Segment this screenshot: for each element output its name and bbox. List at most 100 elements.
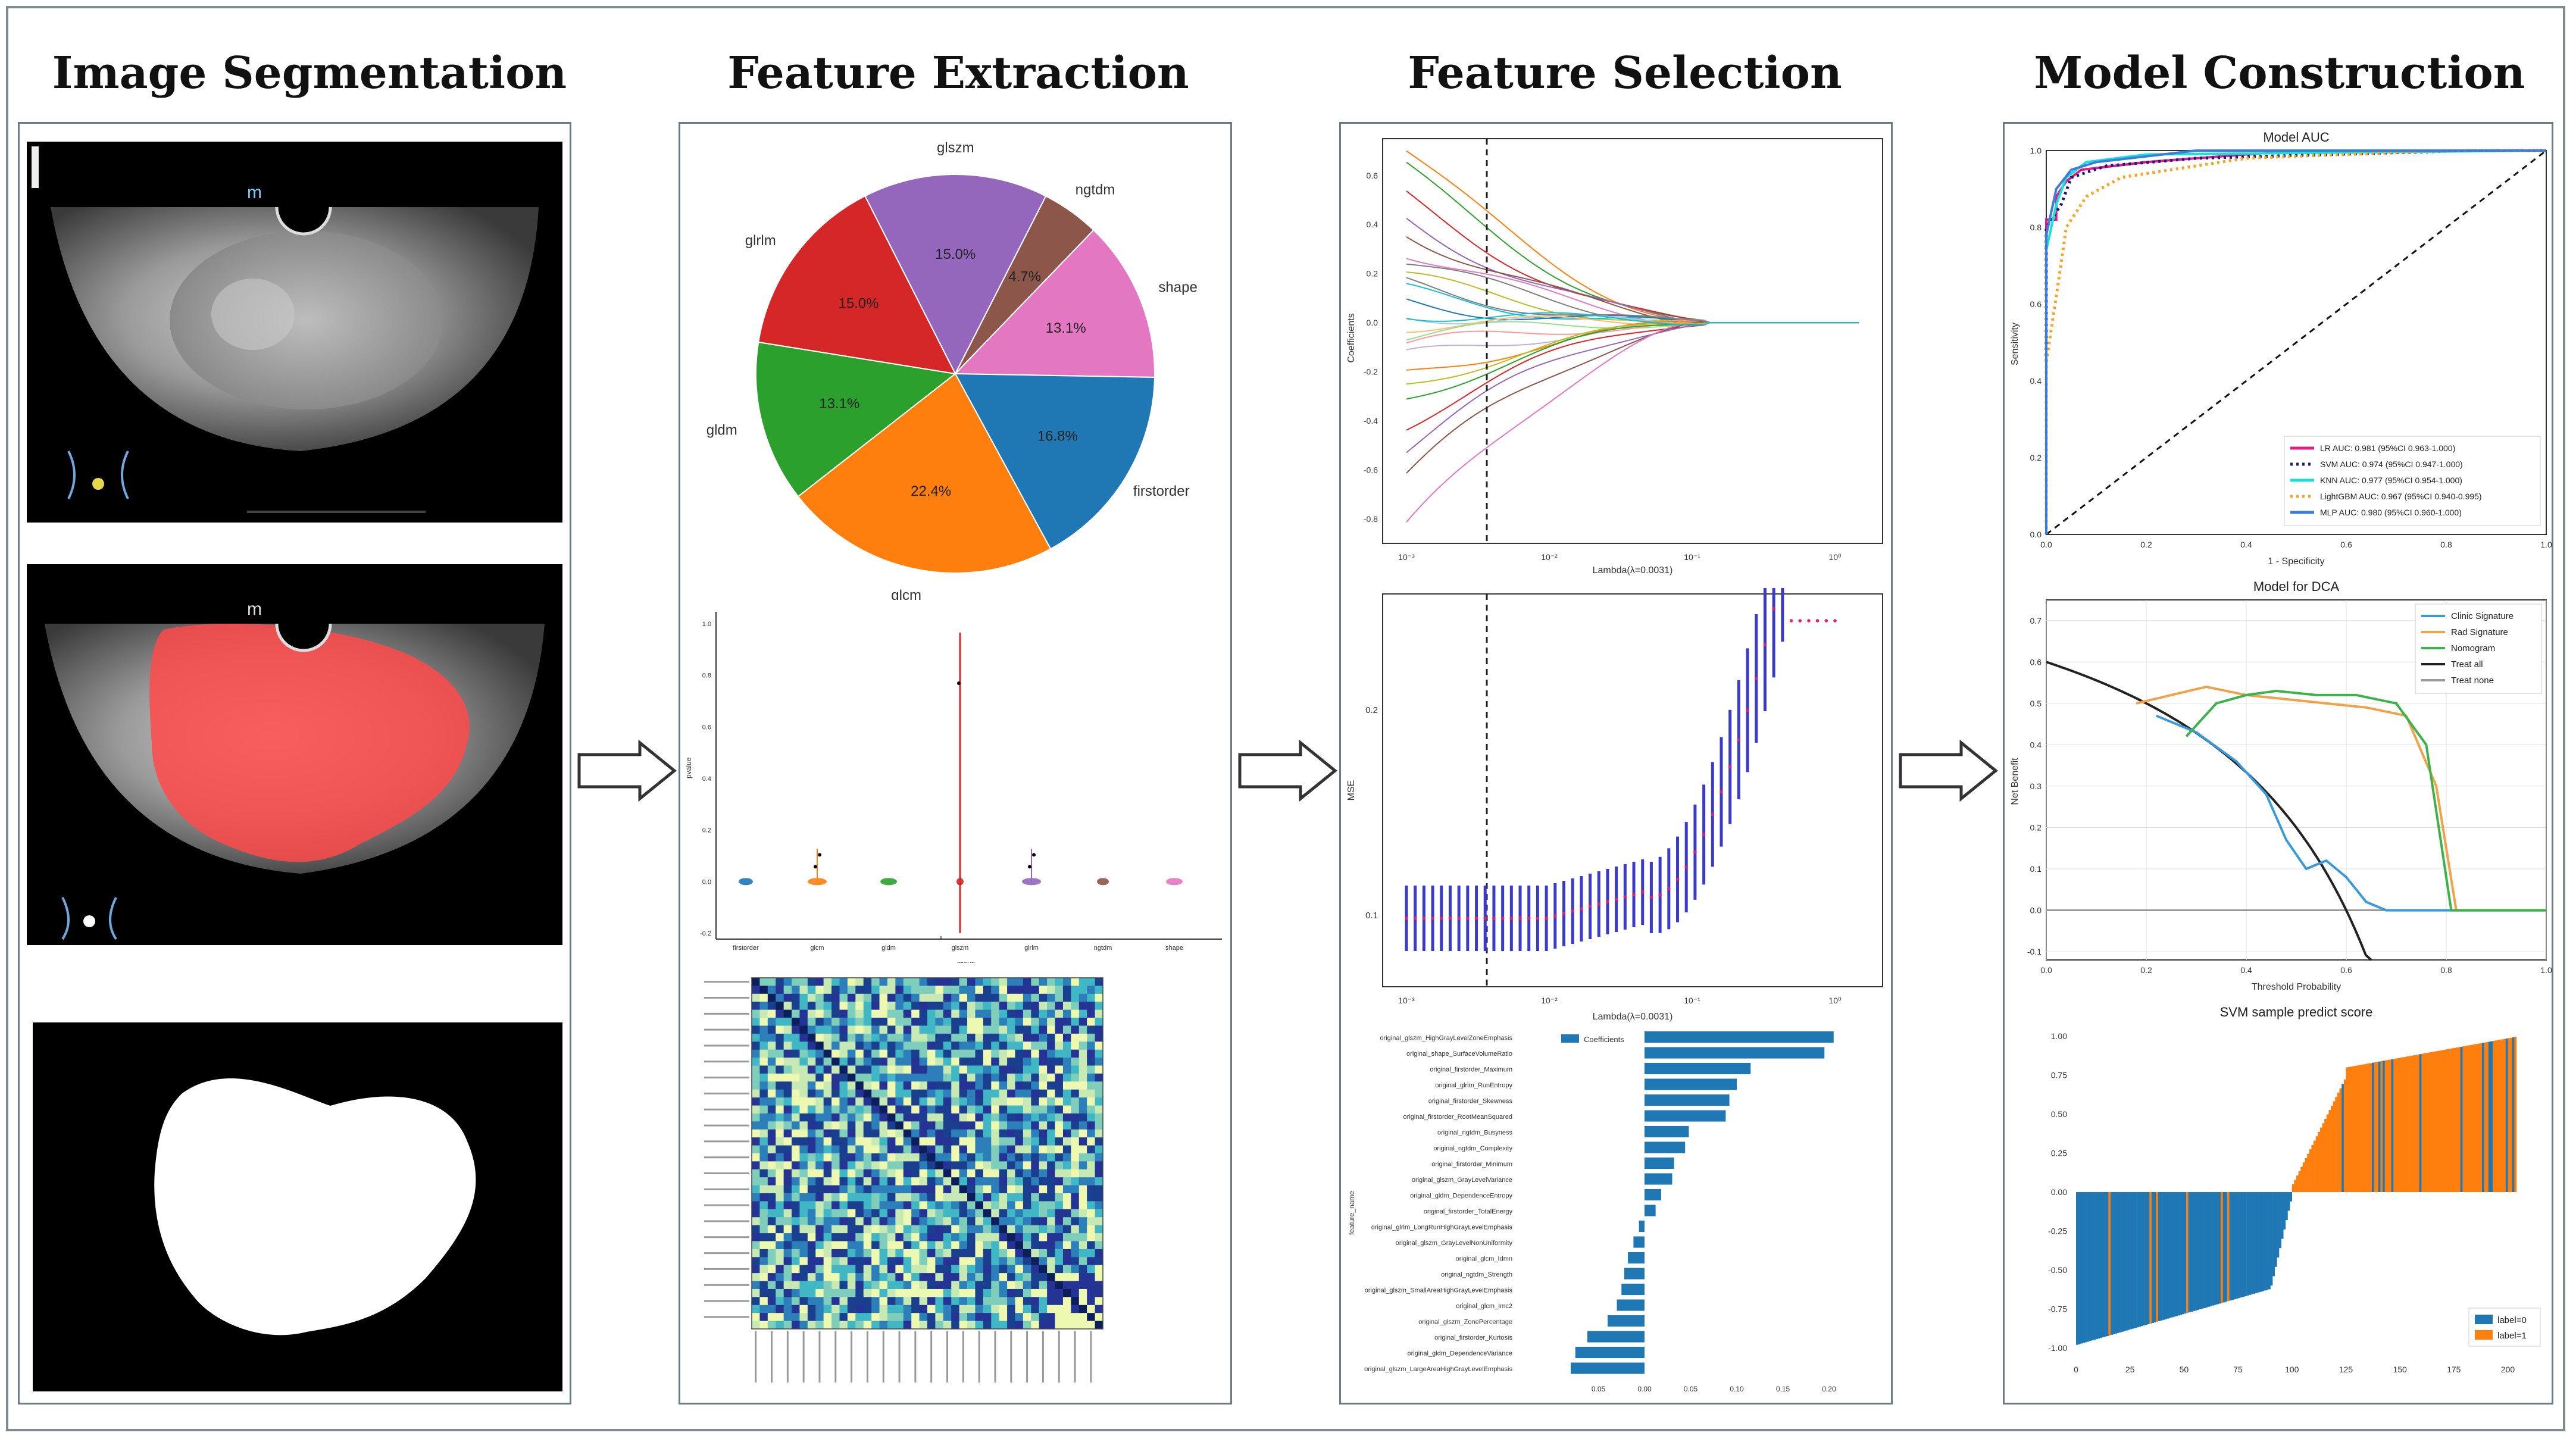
svm-score-bar (2225, 1192, 2228, 1302)
heatmap-cell (1087, 1161, 1096, 1170)
heatmap-cell (1062, 1097, 1071, 1106)
lasso-ytick: -0.6 (1364, 465, 1378, 474)
heatmap-cell (1062, 1041, 1071, 1050)
heatmap-cell (1062, 1305, 1071, 1313)
heatmap-cell (903, 1193, 912, 1202)
heatmap-cell (799, 1041, 808, 1050)
heatmap-cell (1047, 1161, 1056, 1170)
heatmap-cell (919, 978, 928, 986)
heatmap-cell (767, 1241, 776, 1250)
heatmap-cell (1039, 1033, 1048, 1042)
heatmap-cell (999, 986, 1008, 994)
heatmap-cell (959, 1321, 968, 1330)
svm-score-bar (2156, 1192, 2159, 1322)
heatmap-cell (1055, 986, 1064, 994)
heatmap-cell (991, 1009, 1000, 1018)
heatmap-cell (1055, 1025, 1064, 1034)
svm-score-bar (2132, 1192, 2135, 1329)
heatmap-cell (855, 1089, 864, 1098)
coef-bar (1645, 1078, 1737, 1090)
heatmap-cell (1007, 1065, 1015, 1074)
heatmap-cell (1015, 1265, 1024, 1274)
heatmap-cell (831, 1058, 840, 1066)
heatmap-cell (991, 1273, 1000, 1282)
svm-ytick: -0.75 (2048, 1304, 2067, 1313)
heatmap-cell (975, 1233, 984, 1241)
heatmap-cell (1095, 1257, 1103, 1266)
heatmap-cell (863, 1273, 872, 1282)
heatmap-cell (895, 1121, 904, 1130)
heatmap-cell (1055, 1073, 1064, 1082)
heatmap-cell (943, 1185, 952, 1194)
heatmap-cell (863, 1073, 872, 1082)
heatmap-cell (776, 1249, 784, 1258)
heatmap-cell (927, 1145, 936, 1154)
heatmap-cell (1047, 1241, 1056, 1250)
heatmap-cell (879, 993, 888, 1002)
coef-bar (1587, 1331, 1645, 1343)
mse-point (1623, 895, 1627, 899)
heatmap-cell (879, 1058, 888, 1066)
heatmap-cell (919, 1105, 928, 1114)
svm-score-bar (2290, 1192, 2293, 1202)
heatmap-cell (776, 1089, 784, 1098)
heatmap-cell (823, 1209, 832, 1218)
heatmap-cell (983, 1249, 992, 1258)
heatmap-cell (776, 978, 784, 986)
heatmap-cell (783, 1297, 792, 1306)
heatmap-cell (863, 1081, 872, 1090)
heatmap-cell (1071, 1058, 1080, 1066)
heatmap-cell (847, 1169, 856, 1178)
heatmap-cell (1039, 1041, 1048, 1050)
heatmap-cell (1095, 1321, 1103, 1330)
heatmap-cell (991, 1225, 1000, 1234)
heatmap-cell (1071, 993, 1080, 1002)
heatmap-cell (943, 1058, 952, 1066)
heatmap-cell (815, 1041, 824, 1050)
dca-xtick: 0.0 (2040, 965, 2052, 975)
heatmap-cell (911, 1233, 920, 1241)
mse-point (1553, 914, 1557, 918)
roc-curve (2044, 149, 2546, 534)
svm-score-bar (2378, 1061, 2381, 1192)
heatmap-cell (776, 1009, 784, 1018)
heatmap-cell (1031, 1137, 1040, 1146)
heatmap-cell (999, 1241, 1008, 1250)
heatmap-cell (776, 1201, 784, 1210)
heatmap-cell (759, 1113, 768, 1122)
lasso-xtick: 10⁻² (1541, 552, 1558, 562)
svm-score-bar (2439, 1050, 2441, 1192)
heatmap-cell (839, 1257, 848, 1266)
heatmap-cell (855, 1018, 864, 1026)
heatmap-cell (759, 1193, 768, 1202)
heatmap-cell (911, 1065, 920, 1074)
heatmap-cell (895, 1097, 904, 1106)
heatmap-cell (927, 1097, 936, 1106)
roc-xtick: 0.2 (2140, 540, 2152, 549)
heatmap-cell (895, 1041, 904, 1050)
heatmap-cell (975, 1241, 984, 1250)
heatmap-cell (1039, 986, 1048, 994)
heatmap-cell (767, 1288, 776, 1297)
heatmap-cell (967, 986, 976, 994)
svm-score-bar (2123, 1192, 2126, 1331)
selection-panel: 0.6 0.4 0.2 0.0 -0.2 -0.4 -0.6 -0.8 10⁻³ 10⁻² 10⁻… (1339, 122, 1893, 1405)
heatmap-cell (975, 1313, 984, 1322)
heatmap-cell (1023, 1121, 1031, 1130)
heatmap-cell (919, 1193, 928, 1202)
heatmap-cell (863, 1177, 872, 1186)
heatmap-cell (767, 1297, 776, 1306)
heatmap-cell (815, 1058, 824, 1066)
heatmap-cell (767, 1209, 776, 1218)
heatmap-cell (967, 1217, 976, 1226)
heatmap-cell (815, 978, 824, 986)
heatmap-cell (959, 1073, 968, 1082)
mse-point (1614, 897, 1618, 901)
heatmap-cell (959, 1201, 968, 1210)
heatmap-cell (1023, 1249, 1031, 1258)
mse-point (1772, 606, 1775, 611)
heatmap-cell (823, 1257, 832, 1266)
heatmap-cell (799, 1018, 808, 1026)
mse-point (1405, 917, 1408, 920)
heatmap-cell (823, 1288, 832, 1297)
